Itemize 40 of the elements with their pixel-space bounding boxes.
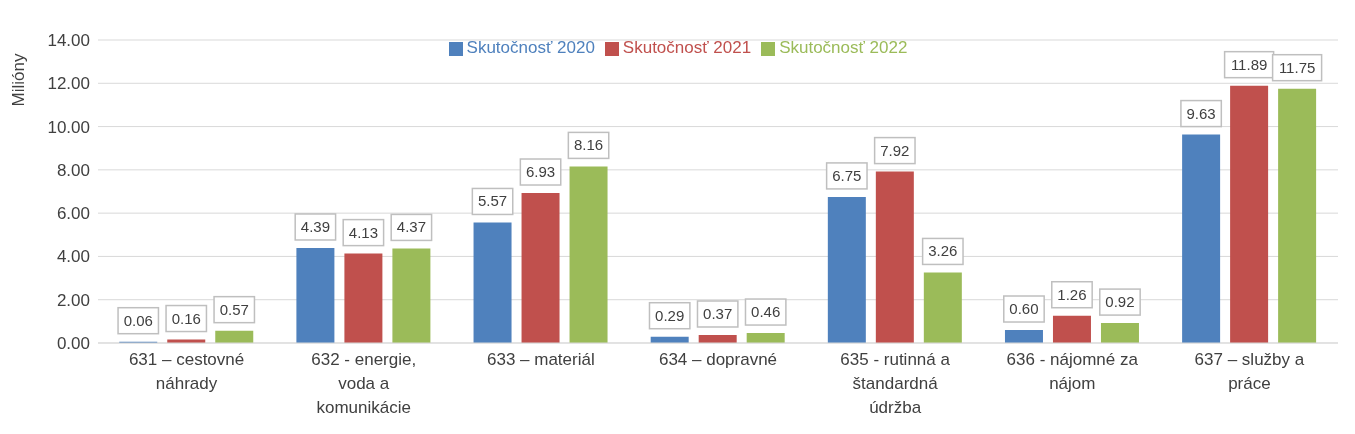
data-label: 5.57	[477, 192, 508, 210]
data-label: 0.46	[751, 303, 781, 321]
y-tick-label: 2.00	[56, 290, 90, 310]
x-tick-label: 631 – cestovné náhrady	[128, 350, 245, 393]
x-tick-label: 632 - energie, voda a komunikácie	[311, 350, 417, 417]
x-tick-label: 635 - rutinná a štandardná údržba	[840, 350, 951, 417]
x-tick-label: 634 – dopravné	[658, 350, 778, 369]
data-label: 3.26	[928, 242, 958, 260]
data-label: 6.93	[525, 163, 556, 181]
legend-label: Skutočnosť 2021	[622, 38, 752, 57]
data-label: 6.75	[832, 166, 862, 184]
data-label: 11.89	[1230, 55, 1268, 73]
data-label: 0.16	[171, 309, 201, 327]
legend-label: Skutočnosť 2022	[779, 38, 908, 57]
data-label: 11.75	[1278, 58, 1316, 76]
legend-label: Skutočnosť 2020	[466, 38, 595, 57]
data-label: 9.63	[1186, 104, 1216, 122]
y-tick-label: 10.00	[47, 117, 90, 137]
y-tick-label: 4.00	[56, 247, 90, 267]
data-label: 4.37	[396, 218, 426, 236]
data-label: 0.60	[1009, 300, 1039, 318]
y-tick-label: 8.00	[56, 160, 90, 180]
y-tick-label: 0.00	[56, 334, 90, 354]
data-label: 1.26	[1057, 285, 1087, 303]
data-label: 8.16	[573, 136, 604, 154]
data-label: 0.37	[703, 304, 733, 322]
data-label: 0.06	[123, 311, 153, 329]
data-label: 7.92	[880, 141, 910, 159]
data-label: 0.57	[219, 300, 249, 318]
data-label: 4.39	[300, 217, 330, 235]
data-label: 4.13	[348, 223, 378, 241]
data-label: 0.92	[1105, 293, 1135, 311]
y-tick-label: 12.00	[47, 74, 90, 94]
x-tick-label: 636 - nájomné za nájom	[1006, 350, 1139, 393]
data-label: 0.29	[655, 306, 685, 324]
y-tick-label: 6.00	[56, 204, 90, 224]
x-tick-label: 633 – materiál	[486, 350, 595, 369]
x-tick-label: 637 – služby a práce	[1194, 350, 1305, 393]
y-tick-label: 14.00	[47, 31, 90, 51]
y-axis-title: Milióny	[9, 53, 28, 107]
